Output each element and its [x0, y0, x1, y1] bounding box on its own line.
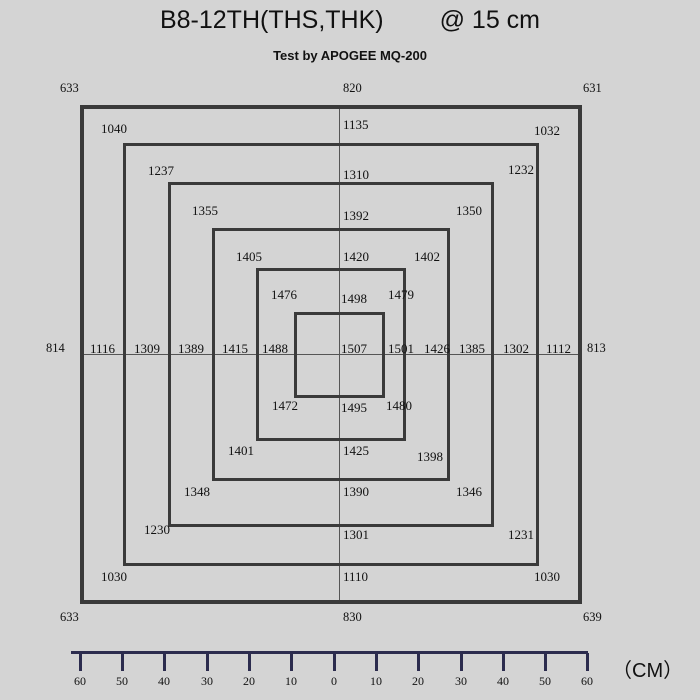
reading-ring2-top-center: 1310 — [343, 167, 369, 182]
ruler-tick — [121, 653, 124, 671]
ring-box-2 — [168, 182, 494, 527]
reading-ring4-right-center: 1426 — [424, 341, 450, 356]
reading-outside-left-center: 814 — [46, 341, 65, 355]
ruler-tick — [375, 653, 378, 671]
reading-ring1-top-left: 1040 — [101, 121, 127, 136]
reading-ring4-left-center: 1415 — [222, 341, 248, 356]
page-title: B8-12TH(THS,THK) @ 15 cm — [0, 6, 700, 35]
ruler-tick — [333, 653, 336, 671]
reading-ring5-top-left: 1476 — [271, 287, 297, 302]
page-title-distance: @ 15 cm — [439, 6, 541, 34]
ruler-tick-label: 30 — [201, 674, 213, 688]
reading-ring5-bottom-right: 1480 — [386, 398, 412, 413]
ring-box-4 — [256, 268, 406, 441]
reading-outside-bottom-center: 830 — [343, 610, 362, 624]
reading-ring1-left-center: 1116 — [90, 341, 116, 356]
ring-box-0 — [80, 105, 582, 604]
horizontal-center-axis — [80, 354, 582, 355]
ruler-tick-label: 10 — [370, 674, 382, 688]
reading-outside-bottom-left: 633 — [60, 610, 79, 624]
reading-ring1-right-center: 1112 — [546, 341, 572, 356]
reading-ring3-top-left: 1355 — [192, 203, 218, 218]
page-subtitle: Test by APOGEE MQ-200 — [273, 48, 427, 63]
reading-ring1-bottom-center: 1110 — [343, 569, 369, 584]
reading-ring3-top-center: 1392 — [343, 208, 369, 223]
reading-ring1-top-center: 1135 — [343, 117, 369, 132]
ruler-tick — [544, 653, 547, 671]
ruler-tick-label: 50 — [116, 674, 128, 688]
reading-ring3-top-right: 1350 — [456, 203, 482, 218]
reading-outside-top-center: 820 — [343, 81, 362, 95]
ruler-tick — [460, 653, 463, 671]
reading-center: 1507 — [341, 341, 367, 356]
ruler-tick-label: 0 — [331, 674, 337, 688]
ring-box-5 — [294, 312, 385, 398]
ruler-tick-label: 20 — [412, 674, 424, 688]
reading-ring4-bottom-center: 1425 — [343, 443, 369, 458]
reading-ring2-top-left: 1237 — [148, 163, 174, 178]
ruler-tick-label: 10 — [285, 674, 297, 688]
ruler-tick-label: 40 — [497, 674, 509, 688]
reading-ring4-top-center: 1420 — [343, 249, 369, 264]
reading-ring3-bottom-left: 1348 — [184, 484, 210, 499]
reading-outside-right-center: 813 — [587, 341, 606, 355]
ruler-tick-label: 20 — [243, 674, 255, 688]
reading-ring2-top-right: 1232 — [508, 162, 534, 177]
ruler-tick — [502, 653, 505, 671]
page-title-model: B8-12TH(THS,THK) — [159, 6, 384, 34]
reading-ring5-right-center: 1501 — [388, 341, 414, 356]
reading-ring4-top-right: 1402 — [414, 249, 440, 264]
ruler-unit-label: （CM） — [612, 660, 684, 682]
reading-ring2-bottom-center: 1301 — [343, 527, 369, 542]
ruler-tick — [163, 653, 166, 671]
reading-ring3-bottom-center: 1390 — [343, 484, 369, 499]
reading-outside-top-left: 633 — [60, 81, 79, 95]
reading-ring2-left-center: 1309 — [134, 341, 160, 356]
reading-ring4-bottom-left: 1401 — [228, 443, 254, 458]
ruler-tick-label: 40 — [158, 674, 170, 688]
par-grid-map: 633 820 631 814 813 633 830 639 1040 113… — [46, 81, 606, 624]
reading-ring4-bottom-right: 1398 — [417, 449, 443, 464]
reading-ring1-top-right: 1032 — [534, 123, 560, 138]
ruler-tick-label: 60 — [581, 674, 593, 688]
reading-ring3-left-center: 1389 — [178, 341, 204, 356]
cm-ruler: 60 50 40 30 20 10 0 10 20 30 40 50 60 （C… — [0, 640, 700, 700]
reading-ring2-bottom-left: 1230 — [144, 522, 170, 537]
ruler-tick — [417, 653, 420, 671]
reading-ring3-right-center: 1385 — [459, 341, 485, 356]
reading-ring2-bottom-right: 1231 — [508, 527, 534, 542]
ruler-bar — [71, 651, 588, 654]
ruler-tick — [586, 653, 589, 671]
reading-ring4-top-left: 1405 — [236, 249, 262, 264]
reading-ring5-top-center: 1498 — [341, 291, 367, 306]
ruler-tick — [206, 653, 209, 671]
reading-ring3-bottom-right: 1346 — [456, 484, 482, 499]
reading-outside-bottom-right: 639 — [583, 610, 602, 624]
reading-ring2-right-center: 1302 — [503, 341, 529, 356]
reading-ring5-bottom-center: 1495 — [341, 400, 367, 415]
reading-ring5-top-right: 1479 — [388, 287, 414, 302]
reading-ring5-bottom-left: 1472 — [272, 398, 298, 413]
reading-outside-top-right: 631 — [583, 81, 602, 95]
ruler-tick — [290, 653, 293, 671]
reading-ring1-bottom-left: 1030 — [101, 569, 127, 584]
reading-ring1-bottom-right: 1030 — [534, 569, 560, 584]
ruler-tick — [79, 653, 82, 671]
ruler-tick-label: 50 — [539, 674, 551, 688]
ruler-tick-label: 30 — [455, 674, 467, 688]
ring-box-1 — [123, 143, 539, 566]
ruler-tick-label: 60 — [74, 674, 86, 688]
ruler-tick — [248, 653, 251, 671]
reading-ring5-left-center: 1488 — [262, 341, 288, 356]
ring-box-3 — [212, 228, 450, 481]
